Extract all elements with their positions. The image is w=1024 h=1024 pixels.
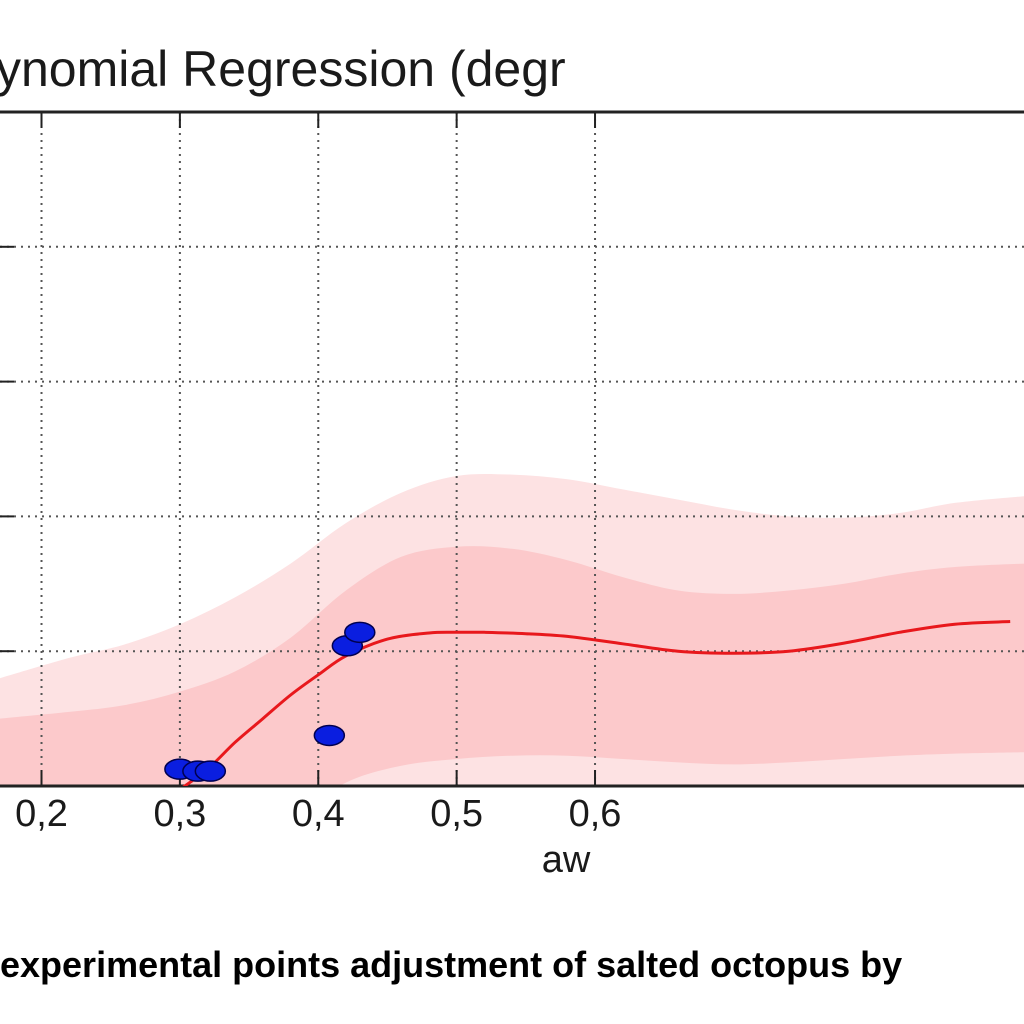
fit-line: [182, 620, 1011, 786]
chart-title: ynomial Regression (degr: [0, 41, 566, 97]
x-tick-label: 0,2: [15, 793, 68, 835]
x-tick-labels: 0,2 0,3 0,4 0,5 0,6: [15, 793, 621, 835]
plot-frame: [0, 110, 1024, 788]
data-point: [194, 760, 227, 782]
grid-lines: [0, 112, 1024, 786]
figure-caption: experimental points adjustment of salted…: [0, 944, 903, 985]
x-tick-label: 0,3: [153, 793, 206, 835]
data-points-layer: [164, 621, 376, 782]
x-tick-label: 0,6: [569, 793, 622, 835]
x-tick-label: 0,4: [292, 793, 345, 835]
data-point: [313, 724, 346, 747]
fit-line-layer: [182, 620, 1011, 786]
regression-chart: ynomial Regression (degr 0,2 0,3 0,4 0,5 0,6…: [0, 41, 1024, 881]
x-tick-label: 0,5: [430, 793, 483, 835]
x-axis-label: aw: [542, 839, 591, 881]
data-point: [344, 621, 376, 644]
